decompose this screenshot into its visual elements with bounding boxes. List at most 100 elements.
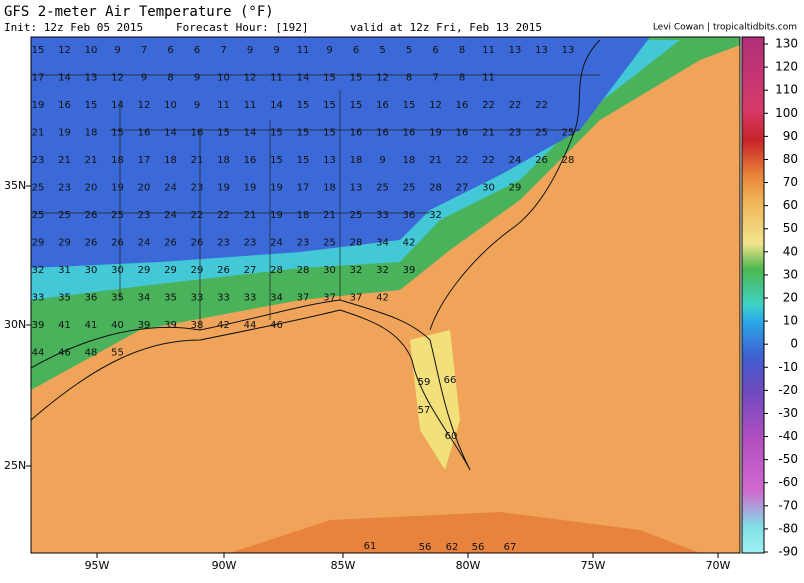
colorbar bbox=[741, 36, 765, 554]
temperature-value: 7 bbox=[432, 73, 438, 84]
temperature-value: 6 bbox=[432, 45, 438, 56]
temperature-value: 26 bbox=[191, 238, 204, 249]
temperature-value: 21 bbox=[429, 155, 442, 166]
latitude-label: 25N bbox=[4, 459, 26, 472]
temperature-value: 21 bbox=[58, 155, 71, 166]
temperature-value: 11 bbox=[244, 100, 257, 111]
temperature-value: 66 bbox=[444, 375, 457, 386]
temperature-value: 16 bbox=[350, 128, 363, 139]
temperature-value: 15 bbox=[323, 128, 336, 139]
temperature-value: 36 bbox=[403, 210, 416, 221]
temperature-value: 15 bbox=[297, 155, 310, 166]
temperature-value: 39 bbox=[164, 320, 177, 331]
temperature-value: 6 bbox=[353, 45, 359, 56]
temperature-value: 12 bbox=[58, 45, 71, 56]
temperature-value: 19 bbox=[32, 100, 45, 111]
temperature-value: 25 bbox=[535, 128, 548, 139]
temperature-value: 25 bbox=[562, 128, 575, 139]
temperature-value: 23 bbox=[217, 238, 230, 249]
temperature-value: 19 bbox=[270, 210, 283, 221]
temperature-value: 37 bbox=[323, 293, 336, 304]
temperature-value: 33 bbox=[217, 293, 230, 304]
colorbar-label: 40 bbox=[783, 244, 798, 258]
temperature-value: 26 bbox=[85, 238, 98, 249]
temperature-value: 35 bbox=[111, 293, 124, 304]
temperature-value: 18 bbox=[403, 155, 416, 166]
temperature-value: 12 bbox=[244, 73, 257, 84]
colorbar-label: -40 bbox=[778, 429, 798, 443]
temperature-value: 20 bbox=[85, 183, 98, 194]
temperature-value: 36 bbox=[85, 293, 98, 304]
temperature-value: 29 bbox=[509, 183, 522, 194]
colorbar-label: 120 bbox=[775, 60, 798, 74]
temperature-value: 39 bbox=[138, 320, 151, 331]
temperature-value: 9 bbox=[379, 155, 385, 166]
temperature-value: 39 bbox=[32, 320, 45, 331]
temperature-value: 18 bbox=[217, 155, 230, 166]
temperature-value: 30 bbox=[111, 265, 124, 276]
temperature-value: 35 bbox=[58, 293, 71, 304]
temperature-value: 24 bbox=[138, 238, 151, 249]
temperature-value: 41 bbox=[58, 320, 71, 331]
temperature-value: 42 bbox=[217, 320, 230, 331]
temperature-value: 23 bbox=[191, 183, 204, 194]
temperature-value: 11 bbox=[482, 73, 495, 84]
temperature-value: 11 bbox=[217, 100, 230, 111]
temperature-value: 19 bbox=[244, 183, 257, 194]
temperature-value: 14 bbox=[164, 128, 177, 139]
temperature-value: 25 bbox=[403, 183, 416, 194]
temperature-value: 9 bbox=[273, 45, 279, 56]
temperature-value: 25 bbox=[58, 210, 71, 221]
temperature-value: 33 bbox=[32, 293, 45, 304]
temperature-value: 18 bbox=[323, 183, 336, 194]
coastline bbox=[429, 39, 601, 331]
temperature-value: 26 bbox=[111, 238, 124, 249]
temperature-value: 9 bbox=[247, 45, 253, 56]
temperature-value: 9 bbox=[194, 100, 200, 111]
init-time: Init: 12z Feb 05 2015 bbox=[4, 21, 143, 34]
temperature-value: 9 bbox=[141, 73, 147, 84]
temperature-value: 29 bbox=[164, 265, 177, 276]
longitude-label: 90W bbox=[212, 559, 237, 572]
temperature-value: 26 bbox=[535, 155, 548, 166]
temperature-value: 18 bbox=[111, 155, 124, 166]
temperature-value: 37 bbox=[350, 293, 363, 304]
coastline bbox=[30, 299, 471, 471]
temperature-value: 23 bbox=[58, 183, 71, 194]
temperature-value: 15 bbox=[297, 128, 310, 139]
map-frame bbox=[30, 36, 741, 554]
temperature-value: 22 bbox=[456, 155, 469, 166]
temperature-value: 46 bbox=[270, 320, 283, 331]
temperature-value: 32 bbox=[32, 265, 45, 276]
temperature-value: 39 bbox=[403, 265, 416, 276]
temperature-value: 29 bbox=[138, 265, 151, 276]
colorbar-label: 110 bbox=[775, 83, 798, 97]
temperature-value: 22 bbox=[191, 210, 204, 221]
temperature-value: 10 bbox=[164, 100, 177, 111]
temperature-value: 60 bbox=[445, 431, 458, 442]
temperature-value: 34 bbox=[270, 293, 283, 304]
temperature-value: 14 bbox=[297, 73, 310, 84]
temperature-value: 30 bbox=[323, 265, 336, 276]
temperature-value: 16 bbox=[376, 100, 389, 111]
colorbar-label: -50 bbox=[778, 452, 798, 466]
colorbar-label: -70 bbox=[778, 498, 798, 512]
temperature-value: 44 bbox=[244, 320, 257, 331]
temperature-value: 28 bbox=[562, 155, 575, 166]
colorbar-label: -20 bbox=[778, 383, 798, 397]
temperature-value: 24 bbox=[509, 155, 522, 166]
temperature-value: 6 bbox=[194, 45, 200, 56]
temperature-value: 15 bbox=[217, 128, 230, 139]
temperature-value: 19 bbox=[429, 128, 442, 139]
temperature-value: 17 bbox=[32, 73, 45, 84]
temperature-value: 6 bbox=[167, 45, 173, 56]
temperature-value: 16 bbox=[138, 128, 151, 139]
temperature-value: 38 bbox=[191, 320, 204, 331]
temperature-value: 15 bbox=[350, 73, 363, 84]
temperature-value: 23 bbox=[138, 210, 151, 221]
temperature-value: 56 bbox=[472, 542, 485, 553]
temperature-value: 25 bbox=[32, 183, 45, 194]
colorbar-label: 60 bbox=[783, 198, 798, 212]
temperature-value: 22 bbox=[217, 210, 230, 221]
